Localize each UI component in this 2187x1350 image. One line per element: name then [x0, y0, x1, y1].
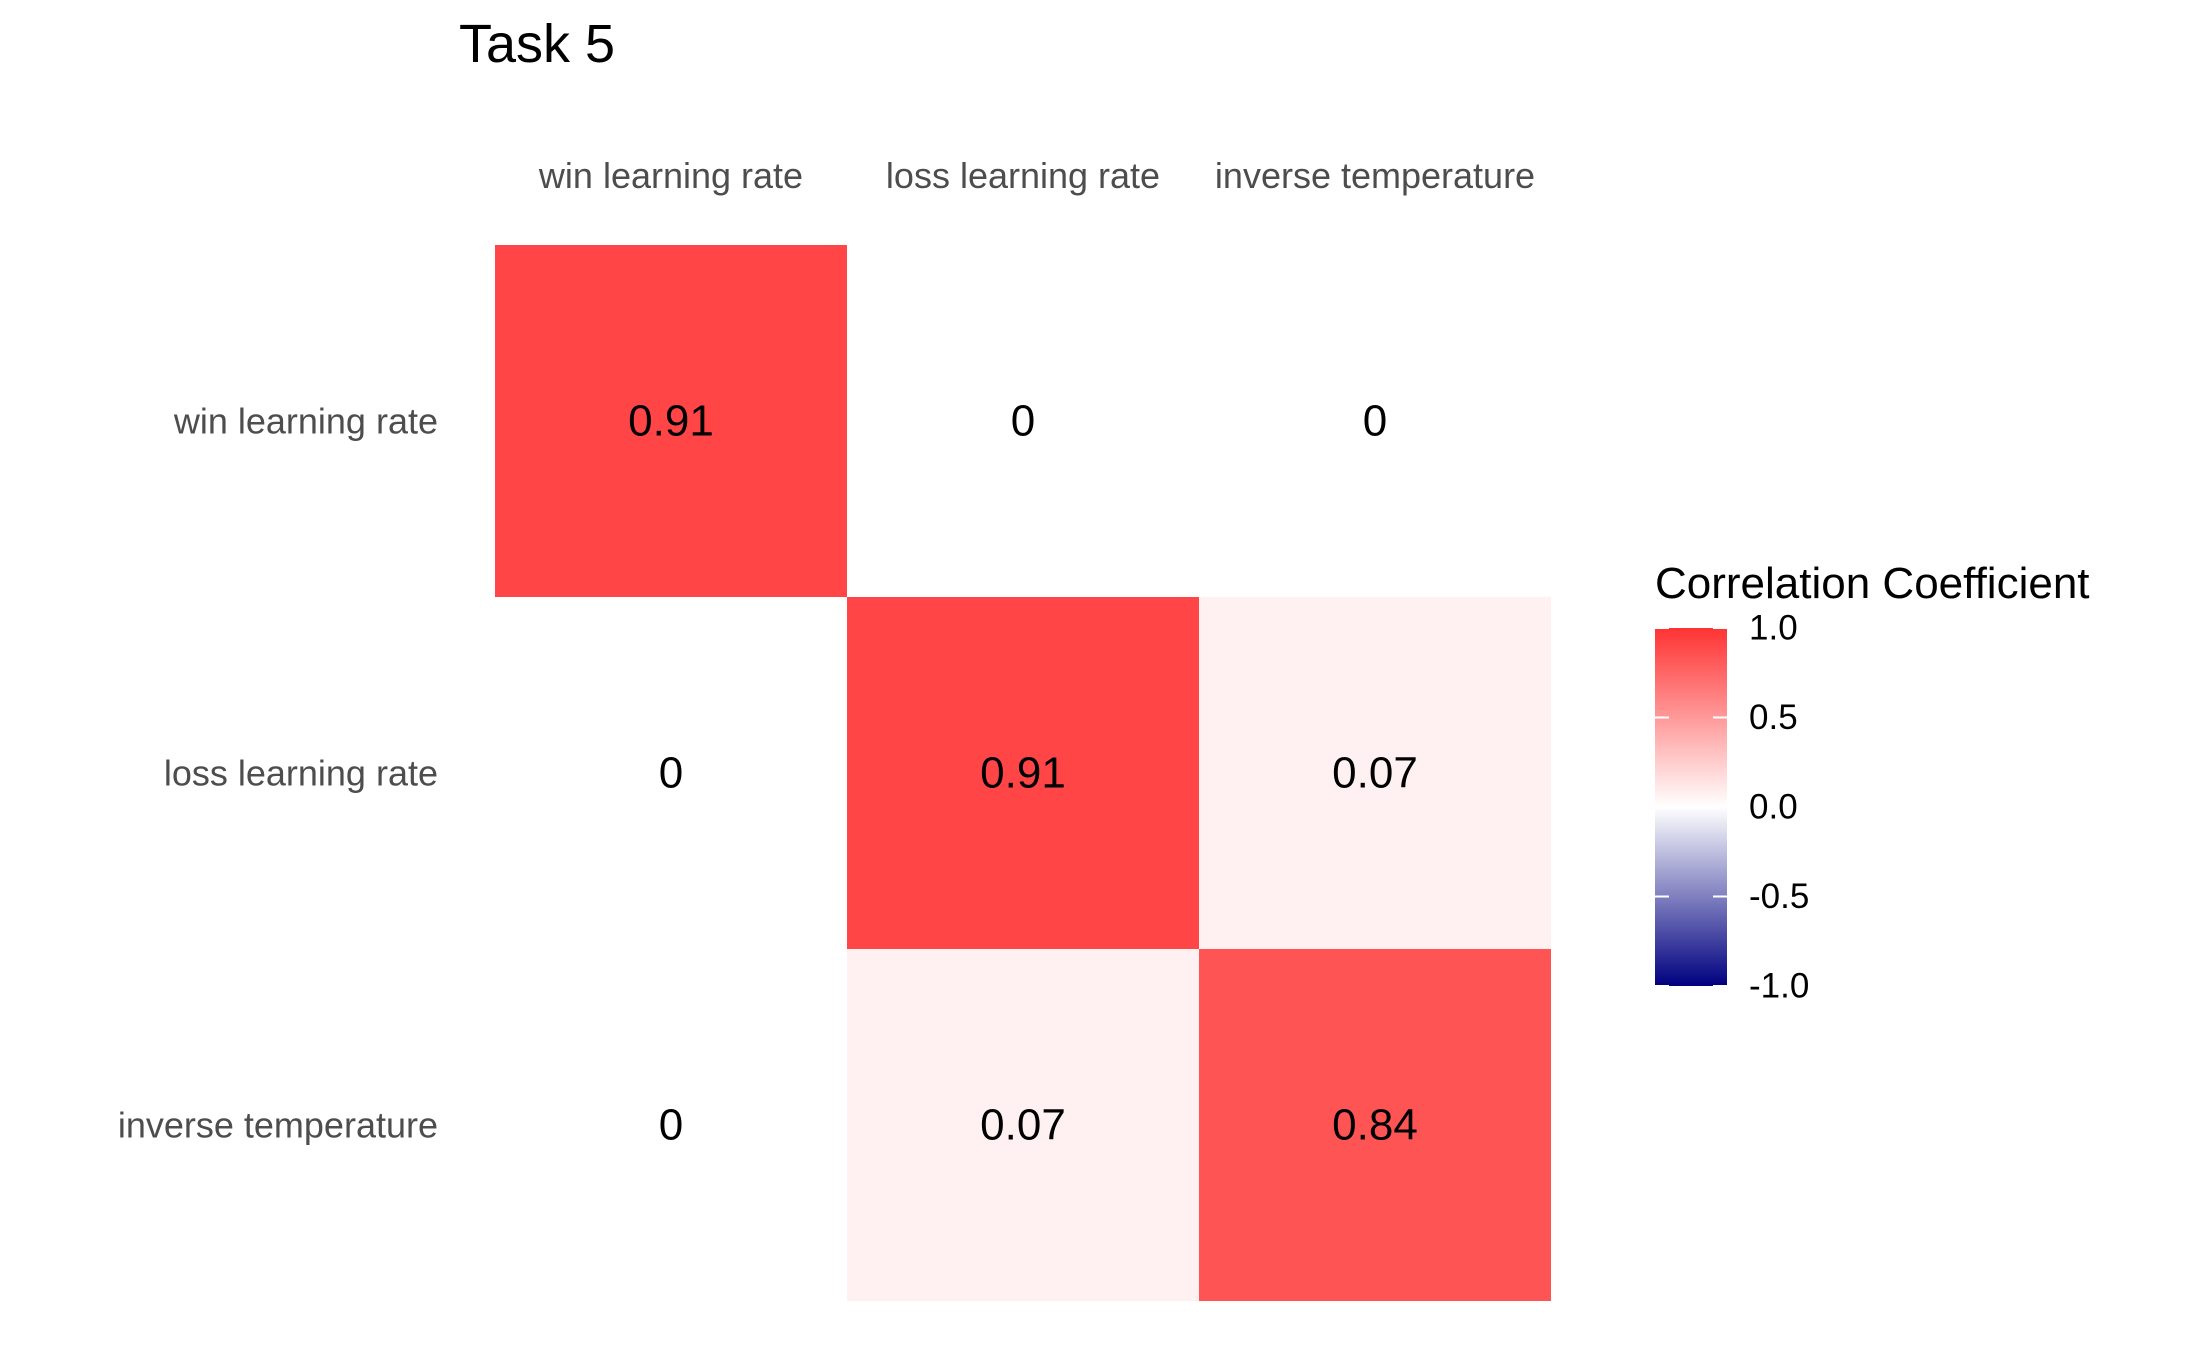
heatmap-cell-r2-c2 — [1199, 949, 1551, 1301]
column-labels: win learning rate loss learning rate inver… — [538, 155, 1535, 196]
row-label: inverse temperature — [118, 1105, 438, 1146]
cell-value-label: 0.91 — [980, 749, 1066, 798]
row-labels: win learning rate loss learning rate inver… — [118, 401, 438, 1146]
column-label: loss learning rate — [886, 155, 1160, 196]
row-label: win learning rate — [173, 401, 438, 442]
heatmap-cell-r2-c1 — [847, 949, 1199, 1301]
heatmap-cell-r0-c2 — [1199, 245, 1551, 597]
heatmap-cell-r1-c2 — [1199, 597, 1551, 949]
cell-value-label: 0.91 — [628, 397, 714, 446]
heatmap-cell-r0-c1 — [847, 245, 1199, 597]
legend-tick-label: 1.0 — [1749, 609, 1798, 648]
cell-value-label: 0 — [659, 749, 683, 798]
legend-ticks: 1.0 0.5 0.0 -0.5 -1.0 — [1655, 609, 1809, 1006]
cell-value-label: 0.07 — [980, 1101, 1066, 1150]
legend: Correlation Coefficient 1.0 0.5 0.0 -0.5 -1.… — [1655, 559, 2090, 1006]
cell-value-label: 0 — [1011, 397, 1035, 446]
heatmap-cells: 0.91 0 0 0 0.91 0.07 0 0.07 0.84 — [495, 245, 1551, 1301]
heatmap-cell-r0-c0 — [495, 245, 847, 597]
column-label: inverse temperature — [1215, 155, 1535, 196]
legend-tick-label: 0.5 — [1749, 698, 1798, 737]
cell-value-label: 0 — [1363, 397, 1387, 446]
heatmap-cell-r2-c0 — [495, 949, 847, 1301]
legend-tick-label: -0.5 — [1749, 877, 1809, 916]
cell-value-label: 0 — [659, 1101, 683, 1150]
legend-title: Correlation Coefficient — [1655, 559, 2090, 608]
chart-title: Task 5 — [459, 14, 615, 74]
row-label: loss learning rate — [164, 753, 438, 794]
heatmap-cell-r1-c0 — [495, 597, 847, 949]
cell-value-label: 0.07 — [1332, 749, 1418, 798]
legend-tick-label: 0.0 — [1749, 788, 1798, 827]
column-label: win learning rate — [538, 155, 803, 196]
legend-tick-label: -1.0 — [1749, 967, 1809, 1006]
cell-value-label: 0.84 — [1332, 1101, 1418, 1150]
heatmap-cell-r1-c1 — [847, 597, 1199, 949]
